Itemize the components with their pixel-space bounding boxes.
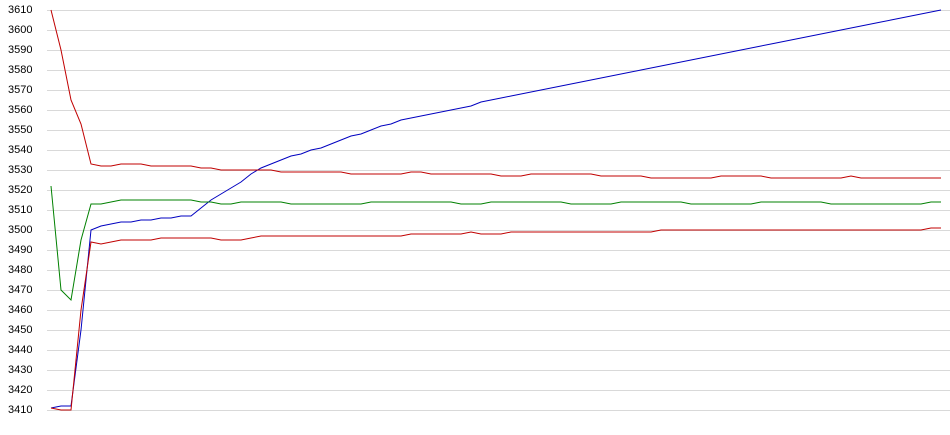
- y-tick-label: 3530: [8, 164, 32, 176]
- y-tick-label: 3470: [8, 284, 32, 296]
- series-line: [50, 9, 942, 409]
- y-tick-label: 3520: [8, 184, 32, 196]
- y-tick-label: 3610: [8, 4, 32, 16]
- series-line: [50, 185, 941, 302]
- y-tick-label: 3550: [8, 124, 32, 136]
- series-line: [50, 227, 941, 411]
- y-tick-label: 3480: [8, 264, 32, 276]
- y-tick-label: 3600: [8, 24, 32, 36]
- y-tick-label: 3420: [8, 384, 32, 396]
- y-tick-label: 3540: [8, 144, 32, 156]
- y-tick-label: 3430: [8, 364, 32, 376]
- y-tick-label: 3570: [8, 84, 32, 96]
- y-tick-label: 3440: [8, 344, 32, 356]
- y-tick-label: 3580: [8, 64, 32, 76]
- y-tick-label: 3490: [8, 244, 32, 256]
- y-tick-label: 3510: [8, 204, 32, 216]
- y-tick-label: 3410: [8, 404, 32, 416]
- y-tick-label: 3460: [8, 304, 32, 316]
- y-tick-label: 3450: [8, 324, 32, 336]
- series-line: [50, 9, 941, 179]
- y-tick-label: 3560: [8, 104, 32, 116]
- y-tick-label: 3590: [8, 44, 32, 56]
- y-tick-label: 3500: [8, 224, 32, 236]
